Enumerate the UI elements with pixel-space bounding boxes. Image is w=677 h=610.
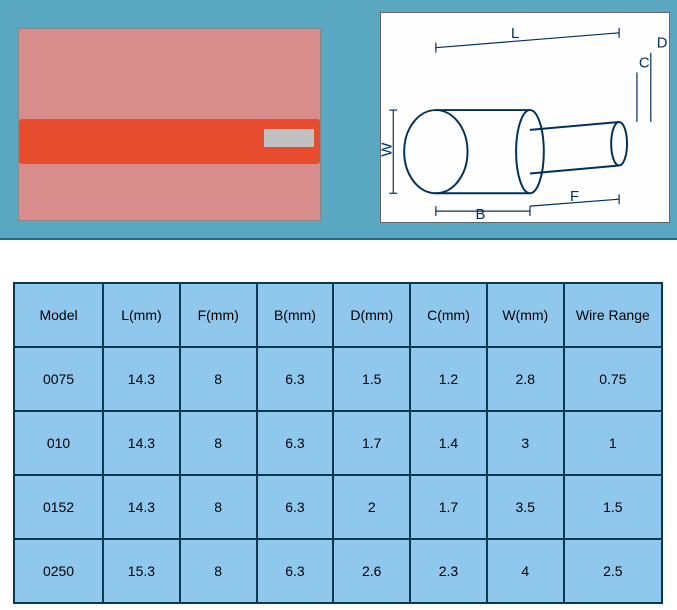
cell-D: 2 <box>333 475 410 539</box>
label-B: B <box>475 207 485 222</box>
cell-C: 1.4 <box>410 411 487 475</box>
table-body: 007514.386.31.51.22.80.7501014.386.31.71… <box>14 347 662 603</box>
cell-wire: 0.75 <box>564 347 662 411</box>
cell-F: 8 <box>180 347 257 411</box>
table-row: 025015.386.32.62.342.5 <box>14 539 662 603</box>
diagram-svg: L F B D C W <box>381 13 669 222</box>
cell-model: 010 <box>14 411 103 475</box>
table-row: 015214.386.321.73.51.5 <box>14 475 662 539</box>
cell-F: 8 <box>180 411 257 475</box>
col-L: L(mm) <box>103 283 180 347</box>
label-F: F <box>570 189 579 205</box>
cell-W: 3.5 <box>487 475 564 539</box>
col-B: B(mm) <box>257 283 334 347</box>
cell-W: 4 <box>487 539 564 603</box>
dimension-diagram: L F B D C W <box>380 12 670 223</box>
table-row: 007514.386.31.51.22.80.75 <box>14 347 662 411</box>
cell-C: 1.7 <box>410 475 487 539</box>
cell-F: 8 <box>180 539 257 603</box>
cell-model: 0250 <box>14 539 103 603</box>
cell-D: 1.7 <box>333 411 410 475</box>
table-header-row: Model L(mm) F(mm) B(mm) D(mm) C(mm) W(mm… <box>14 283 662 347</box>
cell-W: 3 <box>487 411 564 475</box>
cell-F: 8 <box>180 475 257 539</box>
cell-wire: 1.5 <box>564 475 662 539</box>
cell-B: 6.3 <box>257 475 334 539</box>
cell-W: 2.8 <box>487 347 564 411</box>
cell-D: 2.6 <box>333 539 410 603</box>
label-C: C <box>639 55 650 71</box>
photo-tip <box>264 129 314 147</box>
col-F: F(mm) <box>180 283 257 347</box>
cell-model: 0075 <box>14 347 103 411</box>
col-W: W(mm) <box>487 283 564 347</box>
cell-wire: 1 <box>564 411 662 475</box>
col-C: C(mm) <box>410 283 487 347</box>
label-W: W <box>381 143 395 157</box>
col-wire: Wire Range <box>564 283 662 347</box>
spec-table-wrap: Model L(mm) F(mm) B(mm) D(mm) C(mm) W(mm… <box>13 282 663 604</box>
cell-B: 6.3 <box>257 347 334 411</box>
top-panel: L F B D C W <box>0 0 677 240</box>
cell-B: 6.3 <box>257 411 334 475</box>
label-L: L <box>511 26 519 42</box>
col-model: Model <box>14 283 103 347</box>
cell-C: 2.3 <box>410 539 487 603</box>
col-D: D(mm) <box>333 283 410 347</box>
product-photo <box>18 28 321 221</box>
cell-L: 14.3 <box>103 475 180 539</box>
cell-model: 0152 <box>14 475 103 539</box>
cell-C: 1.2 <box>410 347 487 411</box>
cell-wire: 2.5 <box>564 539 662 603</box>
cell-D: 1.5 <box>333 347 410 411</box>
cell-L: 14.3 <box>103 411 180 475</box>
cell-B: 6.3 <box>257 539 334 603</box>
spec-table: Model L(mm) F(mm) B(mm) D(mm) C(mm) W(mm… <box>13 282 663 604</box>
cell-L: 15.3 <box>103 539 180 603</box>
cell-L: 14.3 <box>103 347 180 411</box>
label-D: D <box>657 36 668 52</box>
table-row: 01014.386.31.71.431 <box>14 411 662 475</box>
